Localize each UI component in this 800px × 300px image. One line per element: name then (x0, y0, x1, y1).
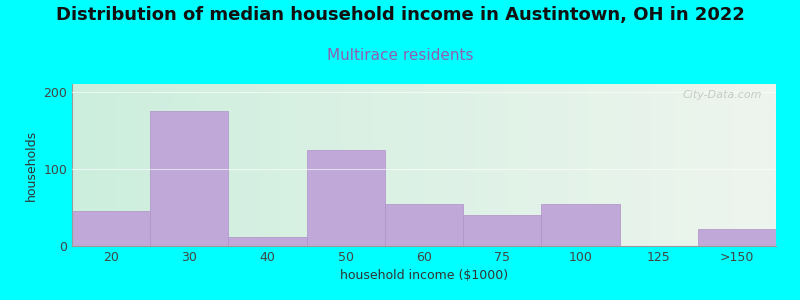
Bar (150, 111, 229, 246)
Bar (306, 150, 385, 246)
Text: Distribution of median household income in Austintown, OH in 2022: Distribution of median household income … (55, 6, 745, 24)
Bar (542, 204, 619, 246)
X-axis label: household income ($1000): household income ($1000) (340, 269, 508, 282)
Bar (385, 204, 463, 246)
Bar (72, 211, 150, 246)
Text: City-Data.com: City-Data.com (682, 91, 762, 100)
Bar (229, 237, 306, 246)
Bar (698, 229, 776, 246)
Bar (463, 215, 542, 246)
Text: Multirace residents: Multirace residents (326, 48, 474, 63)
Y-axis label: households: households (25, 129, 38, 201)
